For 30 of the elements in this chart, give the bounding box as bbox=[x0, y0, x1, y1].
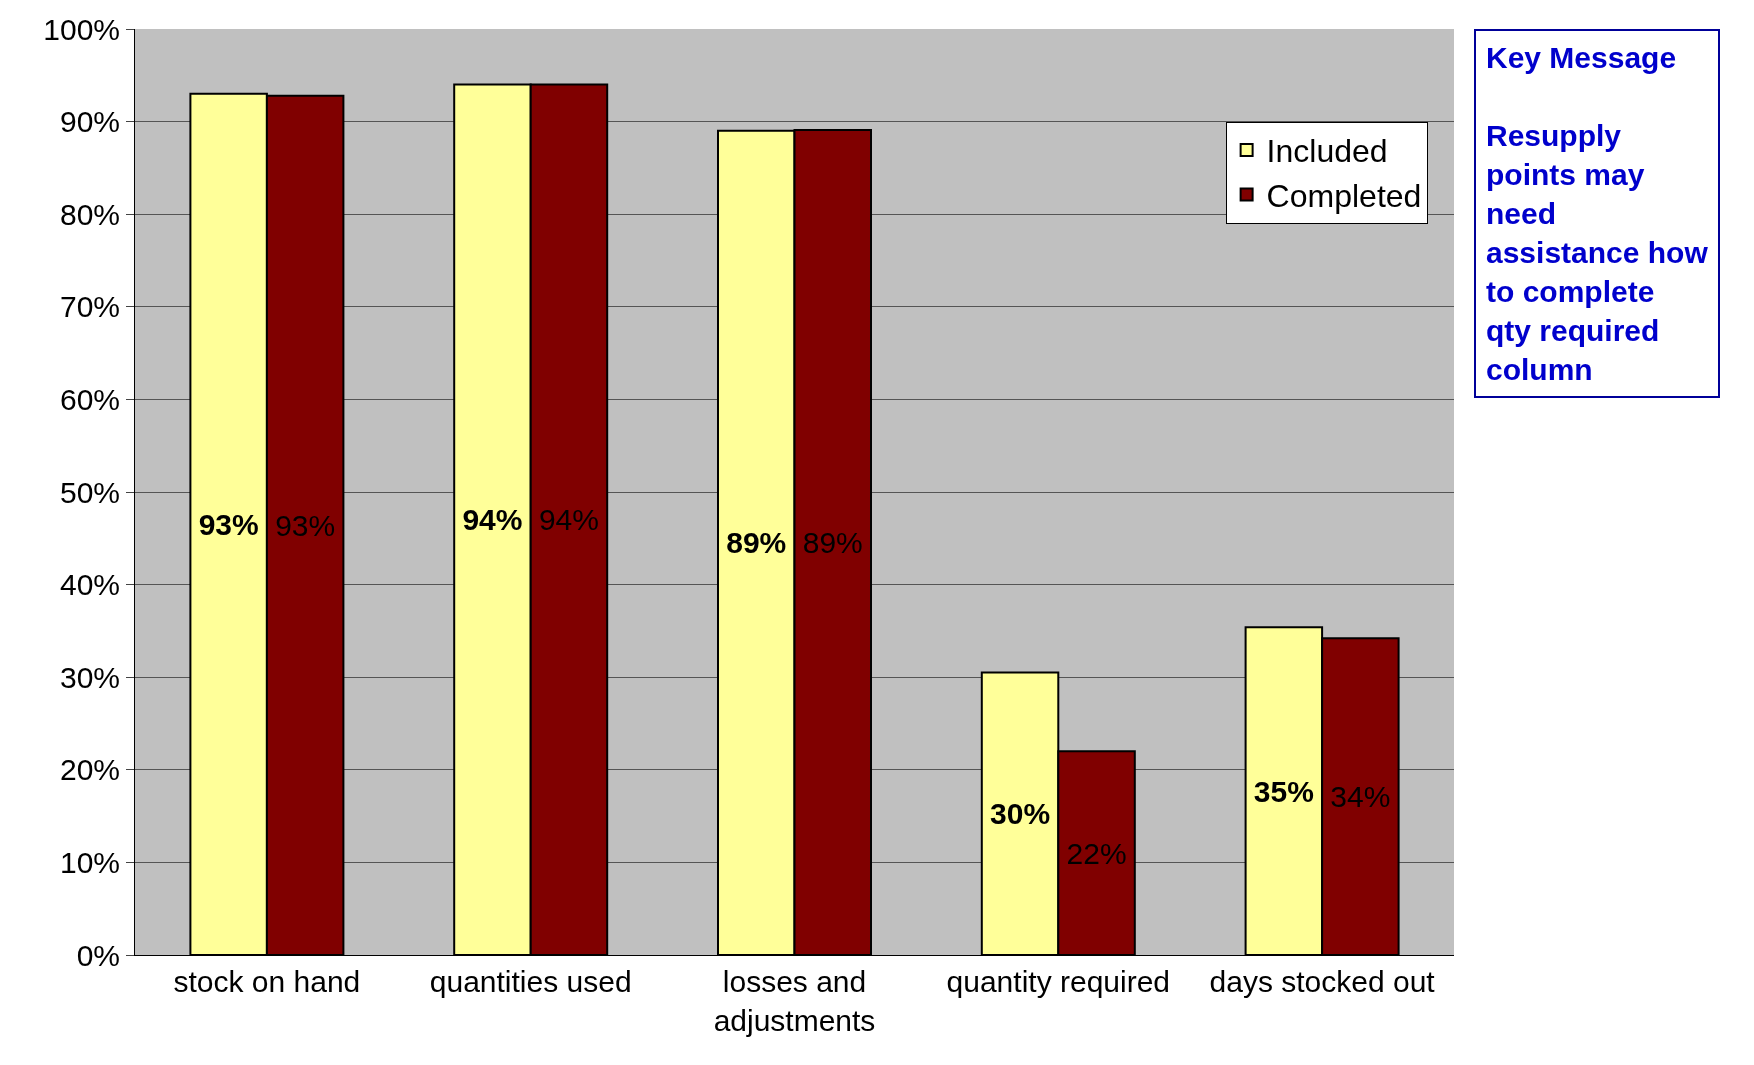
data-label: 89% bbox=[726, 526, 787, 560]
y-tick-label: 90% bbox=[59, 105, 120, 139]
data-label: 94% bbox=[462, 503, 523, 537]
y-tick-label: 80% bbox=[59, 197, 120, 231]
y-tick-label: 20% bbox=[59, 753, 120, 787]
text: Resupply points may need assistance how to complete qty required column bbox=[1486, 119, 1709, 386]
data-label: 93% bbox=[198, 507, 259, 541]
x-tick-label: quantity required bbox=[946, 965, 1171, 998]
data-label: 22% bbox=[1066, 836, 1127, 870]
text: Key Message bbox=[1486, 41, 1677, 74]
legend-label: Completed bbox=[1266, 177, 1422, 214]
y-tick-label: 100% bbox=[43, 12, 120, 46]
data-label: 93% bbox=[275, 508, 336, 542]
data-label: 30% bbox=[990, 797, 1051, 831]
x-tick-label: losses and adjustments bbox=[713, 965, 876, 1037]
x-tick-label: days stocked out bbox=[1209, 965, 1436, 998]
legend-label: Included bbox=[1266, 133, 1388, 170]
y-tick-label: 40% bbox=[59, 568, 120, 602]
y-tick-label: 10% bbox=[59, 845, 120, 879]
data-label: 94% bbox=[538, 503, 599, 537]
x-tick-label: stock on hand bbox=[173, 965, 361, 998]
y-tick-label: 0% bbox=[76, 938, 120, 972]
y-tick-label: 60% bbox=[59, 382, 120, 416]
data-label: 89% bbox=[802, 525, 863, 559]
data-label: 34% bbox=[1330, 780, 1391, 814]
x-tick-label: quantities used bbox=[429, 965, 632, 998]
y-tick-label: 30% bbox=[59, 660, 120, 694]
y-tick-label: 50% bbox=[59, 475, 120, 509]
y-tick-label: 70% bbox=[59, 290, 120, 324]
data-label: 35% bbox=[1253, 774, 1314, 808]
